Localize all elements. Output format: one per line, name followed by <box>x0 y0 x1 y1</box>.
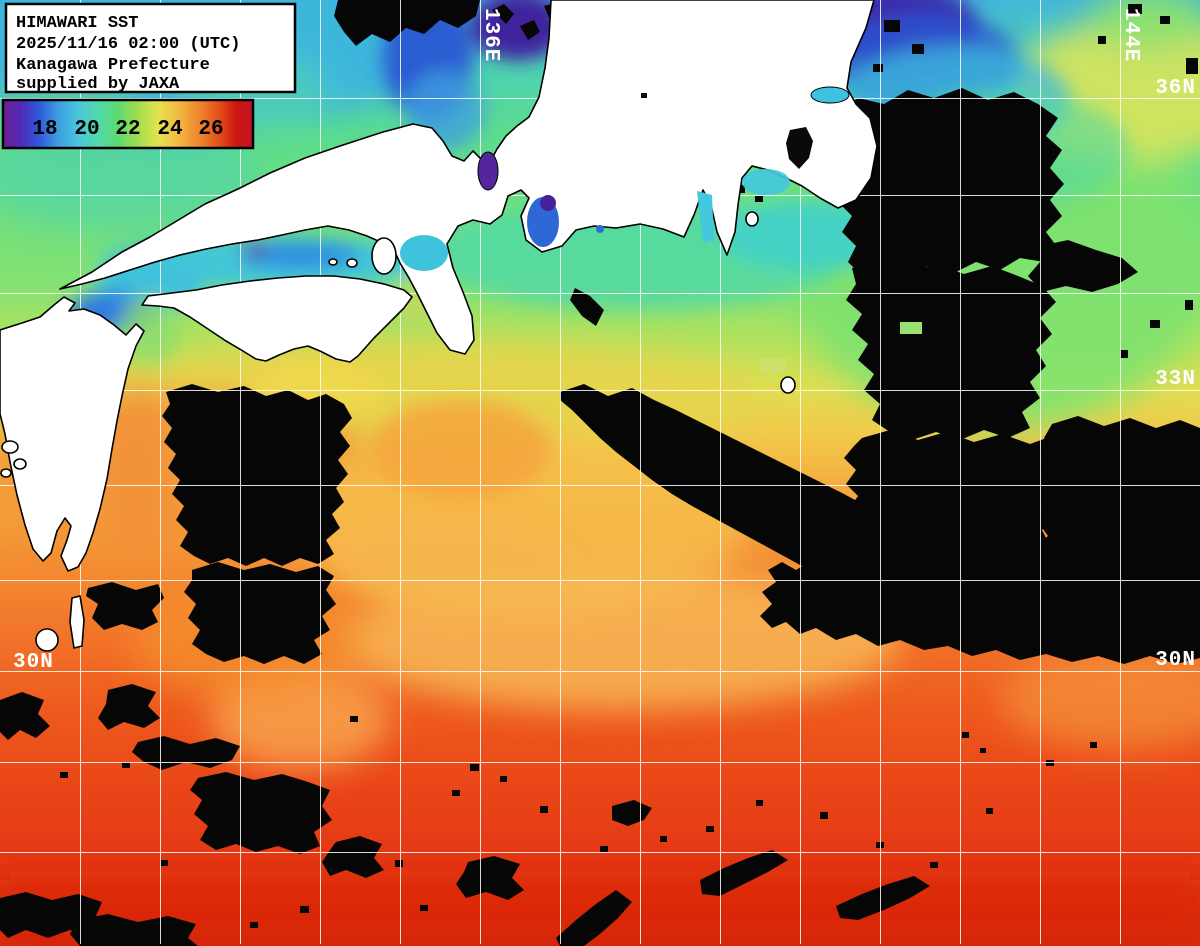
land-goto-island <box>0 468 12 478</box>
timestamp: 2025/11/16 02:00 (UTC) <box>16 35 240 54</box>
colorbar-gradient <box>1 98 255 150</box>
colorbar-legend: 18 20 22 24 26 <box>1 98 255 150</box>
land-yakushima-island <box>35 628 59 652</box>
bays-and-lakes <box>400 86 850 271</box>
colorbar-tick-22: 22 <box>115 118 140 141</box>
lake-kasumigaura <box>810 86 850 104</box>
tokyo-bay-nodata <box>786 127 813 169</box>
colorbar-tick-20: 20 <box>74 118 99 141</box>
product-title: HIMAWARI SST <box>16 14 138 33</box>
osaka-bay-water <box>400 235 448 271</box>
lake-hamana <box>596 225 604 233</box>
land-setouchi-island <box>346 258 358 268</box>
land-goto-island <box>1 440 19 454</box>
lake-suwa <box>641 93 647 98</box>
lon-label-144e: 144E <box>1119 8 1142 62</box>
land-awaji-island <box>371 237 397 275</box>
cloud-gap-patches <box>760 322 922 372</box>
lat-label-33n: 33N <box>1155 368 1196 391</box>
graticule-labels: 136E 144E 36N 33N 30N 30N <box>13 8 1196 674</box>
land-izu-oshima-island <box>745 211 759 227</box>
lat-label-30n-right: 30N <box>1155 649 1196 672</box>
lon-label-136e: 136E <box>479 8 502 62</box>
land-tanegashima-island <box>69 595 85 649</box>
sagami-bay-water <box>742 169 790 195</box>
credit-line: supplied by JAXA <box>16 75 180 94</box>
lat-label-36n: 36N <box>1155 77 1196 100</box>
colorbar-tick-18: 18 <box>32 118 57 141</box>
lat-label-30n-left: 30N <box>13 651 54 674</box>
suruga-bay-water <box>697 191 714 243</box>
info-panel: HIMAWARI SST 2025/11/16 02:00 (UTC) Kana… <box>4 2 297 94</box>
region-name: Kanagawa Prefecture <box>16 56 210 75</box>
land-setouchi-island <box>328 258 338 266</box>
colorbar-tick-24: 24 <box>157 118 182 141</box>
land-goto-island <box>13 458 27 470</box>
land-hachijojima-island <box>780 376 796 394</box>
colorbar-tick-26: 26 <box>198 118 223 141</box>
lake-biwa <box>477 151 499 191</box>
land-shikoku <box>141 275 413 363</box>
land-kyushu <box>0 296 145 572</box>
ise-bay-cold-core <box>540 195 556 211</box>
